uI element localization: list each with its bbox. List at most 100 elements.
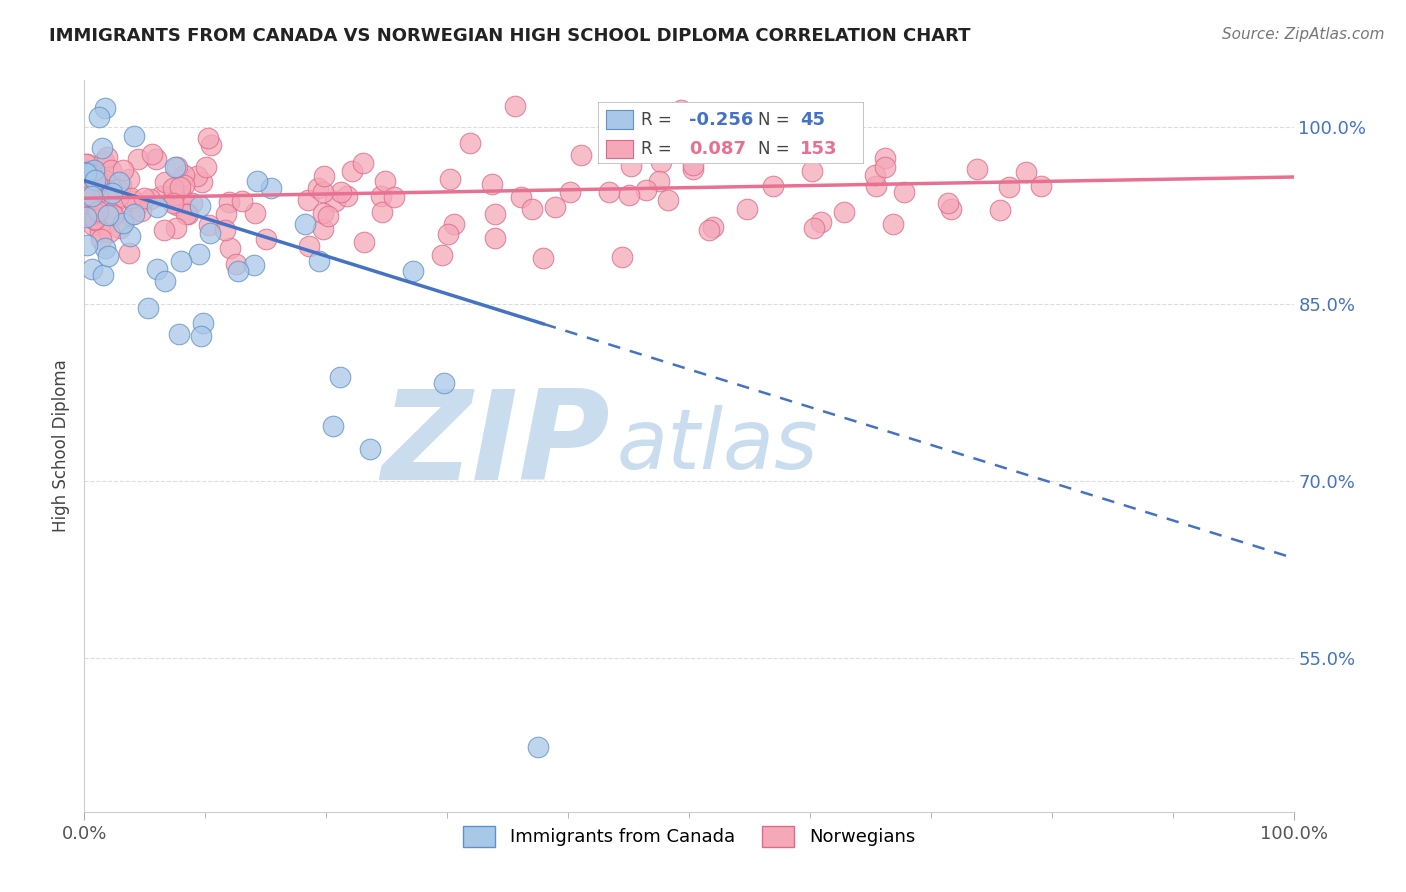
Point — [214, 223, 236, 237]
Point — [198, 227, 221, 241]
Text: atlas: atlas — [616, 406, 818, 486]
Point — [86, 173, 108, 187]
Point — [484, 207, 506, 221]
Point — [689, 139, 711, 153]
Point — [111, 163, 134, 178]
Point — [146, 262, 169, 277]
Point — [165, 221, 187, 235]
Point — [636, 183, 658, 197]
Point — [155, 274, 177, 288]
Point — [762, 178, 785, 193]
Point — [118, 246, 141, 260]
Point — [93, 188, 115, 202]
Point — [200, 137, 222, 152]
Point — [169, 180, 191, 194]
Point — [527, 739, 550, 754]
Point — [91, 268, 114, 282]
Point — [180, 196, 202, 211]
Point — [76, 165, 98, 179]
Point — [153, 223, 176, 237]
Point — [169, 254, 191, 268]
Point — [93, 173, 115, 187]
Point — [75, 180, 97, 194]
Point — [439, 172, 461, 186]
Point — [139, 192, 162, 206]
Point — [122, 207, 145, 221]
Point — [80, 262, 103, 277]
Point — [162, 188, 184, 202]
Point — [657, 194, 679, 208]
Point — [186, 169, 208, 183]
Point — [810, 215, 832, 229]
Point — [190, 329, 212, 343]
Point — [84, 186, 107, 200]
Point — [93, 172, 115, 186]
Text: ZIP: ZIP — [381, 385, 610, 507]
Point — [174, 207, 197, 221]
Point — [121, 194, 143, 209]
Point — [146, 200, 169, 214]
Point — [558, 186, 581, 200]
Point — [75, 208, 97, 222]
Point — [936, 196, 959, 211]
Point — [87, 111, 110, 125]
Point — [308, 254, 330, 268]
Point — [100, 201, 122, 215]
Point — [153, 175, 176, 189]
Point — [865, 179, 887, 194]
Text: IMMIGRANTS FROM CANADA VS NORWEGIAN HIGH SCHOOL DIPLOMA CORRELATION CHART: IMMIGRANTS FROM CANADA VS NORWEGIAN HIGH… — [49, 27, 970, 45]
Point — [682, 158, 704, 172]
Point — [460, 136, 482, 150]
Point — [82, 219, 104, 233]
Point — [246, 174, 269, 188]
Point — [231, 194, 253, 208]
Point — [1015, 165, 1038, 179]
Point — [243, 205, 266, 219]
Point — [312, 222, 335, 236]
Point — [988, 203, 1011, 218]
Point — [75, 195, 97, 210]
Point — [352, 156, 374, 170]
Point — [75, 196, 97, 211]
Point — [520, 202, 543, 216]
Point — [163, 160, 186, 174]
Point — [893, 185, 915, 199]
Point — [173, 178, 195, 192]
Point — [316, 209, 339, 223]
Point — [402, 264, 425, 278]
Point — [336, 189, 359, 203]
Point — [112, 216, 135, 230]
Point — [215, 206, 238, 220]
Point — [650, 155, 672, 169]
Point — [702, 219, 724, 234]
Point — [101, 186, 124, 200]
Point — [1029, 178, 1052, 193]
Point — [145, 153, 167, 167]
Point — [966, 161, 988, 176]
Point — [198, 219, 221, 233]
Point — [150, 189, 173, 203]
Point — [312, 185, 335, 199]
Point — [75, 210, 97, 224]
Point — [353, 235, 375, 249]
Point — [382, 190, 405, 204]
Point — [100, 163, 122, 178]
Point — [93, 154, 115, 169]
Point — [709, 130, 731, 145]
Point — [129, 204, 152, 219]
Point — [75, 157, 97, 171]
Point — [108, 221, 131, 235]
Point — [100, 206, 122, 220]
Text: Source: ZipAtlas.com: Source: ZipAtlas.com — [1222, 27, 1385, 42]
Point — [832, 204, 855, 219]
Point — [340, 164, 363, 178]
Legend: Immigrants from Canada, Norwegians: Immigrants from Canada, Norwegians — [456, 819, 922, 854]
Point — [650, 141, 672, 155]
Point — [105, 181, 128, 195]
Point — [89, 225, 111, 239]
Point — [430, 247, 453, 261]
Point — [647, 173, 669, 187]
Point — [83, 173, 105, 187]
Point — [173, 169, 195, 183]
Point — [118, 171, 141, 186]
